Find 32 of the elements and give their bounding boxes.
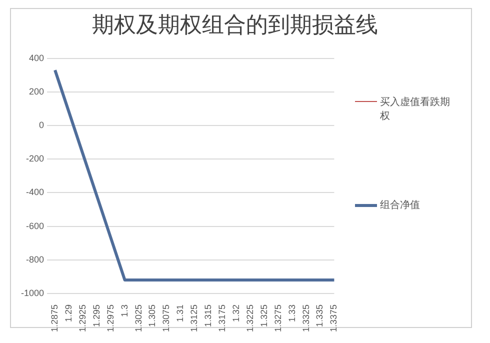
chart-title: 期权及期权组合的到期损益线 [91,12,379,40]
x-tick-label: 1.305 [147,304,158,328]
x-tick-label: 1.2925 [77,304,88,332]
x-tick-label: 1.3225 [244,304,255,332]
x-tick-label: 1.32 [230,304,241,322]
y-tick-label: -400 [26,187,44,198]
y-tick-label: 0 [39,120,44,130]
x-tick-label: 1.3175 [217,304,228,332]
legend-label: 组合净值 [380,199,420,212]
y-tick-label: -800 [26,254,44,264]
x-tick-label: 1.3275 [272,304,283,332]
y-tick-label: -1000 [20,288,44,298]
x-tick-label: 1.29 [63,304,74,322]
x-tick-label: 1.295 [91,304,102,328]
x-tick-label: 1.2975 [105,304,116,332]
y-tick-label: -200 [26,154,44,164]
x-tick-label: 1.2875 [50,304,60,332]
legend-label: 买入虚值看跌期权 [380,96,451,123]
x-tick-label: 1.3 [119,304,130,317]
x-tick-label: 1.3125 [189,304,200,332]
y-tick-label: 400 [28,52,44,63]
x-tick-label: 1.325 [258,304,269,328]
y-tick-label: 200 [28,86,44,96]
x-tick-label: 1.31 [175,304,186,322]
x-tick-label: 1.33 [286,304,297,322]
x-tick-label: 1.3375 [328,304,339,332]
y-tick-label: -600 [26,220,44,231]
x-tick-label: 1.3325 [300,304,311,332]
x-tick-label: 1.3075 [161,304,172,332]
x-tick-label: 1.3025 [133,304,144,332]
x-tick-label: 1.335 [314,304,325,328]
x-tick-label: 1.315 [203,304,214,328]
